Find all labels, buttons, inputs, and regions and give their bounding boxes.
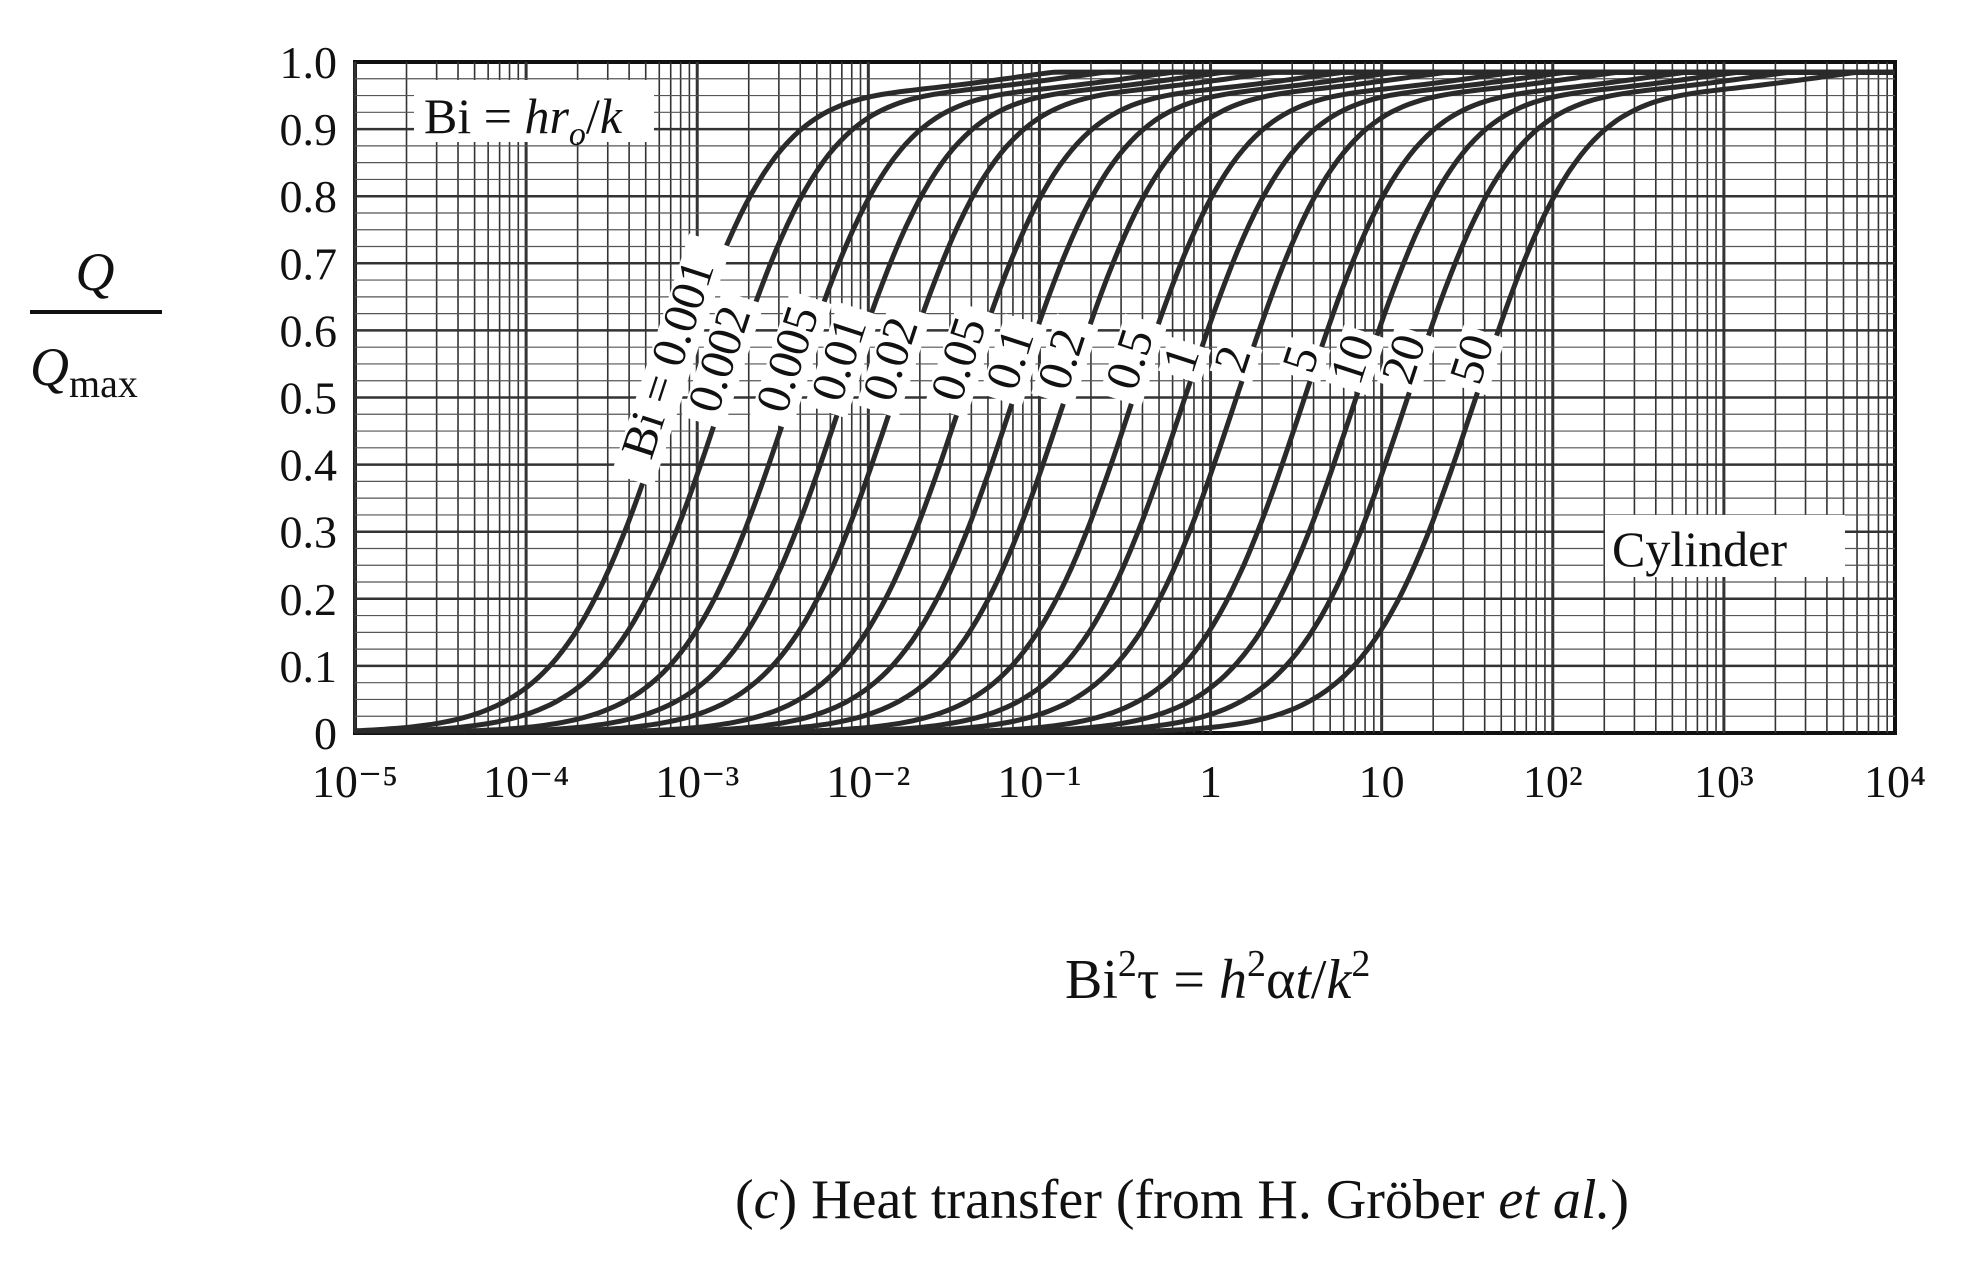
x-tick-label: 1 — [1199, 756, 1222, 807]
y-tick-label: 0.2 — [280, 574, 338, 625]
svg-text:(c) Heat transfer (from H. Grö: (c) Heat transfer (from H. Gröber et al.… — [735, 1169, 1629, 1231]
series-label: 20 — [1371, 324, 1438, 396]
series-label-background — [681, 290, 765, 430]
y-tick-label: 0 — [314, 708, 337, 759]
y-tick-label: 0.9 — [280, 104, 338, 155]
series-label-background — [611, 233, 732, 487]
y-tick-label: 0.4 — [280, 440, 338, 491]
series-label-background — [1099, 313, 1167, 407]
x-tick-label: 10⁻² — [826, 756, 910, 807]
series-label-background — [856, 302, 932, 419]
x-tick-label: 10⁻¹ — [997, 756, 1081, 807]
series-label: 50 — [1439, 324, 1506, 396]
series-label: 10 — [1320, 324, 1386, 396]
series-label-background — [1445, 324, 1506, 396]
x-tick-label: 10⁻³ — [655, 756, 739, 807]
x-tick-label: 10³ — [1694, 756, 1754, 807]
y-tick-label: 0.8 — [280, 171, 338, 222]
series-label-background — [1209, 336, 1263, 385]
svg-text:Bi = hro/k: Bi = hro/k — [424, 88, 623, 153]
series-label-background — [1031, 313, 1099, 407]
x-tick-label: 10⁴ — [1864, 756, 1926, 807]
bi-definition-annotation: Bi = hro/k — [414, 80, 654, 153]
x-tick-label: 10 — [1359, 756, 1405, 807]
series-line — [355, 69, 1895, 734]
x-tick-label: 10² — [1523, 756, 1583, 807]
series-label-background — [1158, 336, 1212, 385]
y-axis-label: Q Qmax — [30, 242, 162, 406]
series-label-background — [924, 302, 1000, 419]
y-tick-label: 0.5 — [280, 373, 338, 424]
x-axis-label: Bi2τ = h2αt/k2 — [1065, 943, 1370, 1011]
y-axis-label-numerator: Q — [76, 242, 115, 302]
svg-text:Cylinder: Cylinder — [1612, 521, 1787, 577]
y-tick-label: 0.6 — [280, 305, 338, 356]
series-label: 0.5 — [1095, 313, 1167, 407]
y-axis-label-denominator: Qmax — [30, 337, 138, 406]
series-label-background — [979, 313, 1048, 407]
y-tick-label: 0.3 — [280, 507, 338, 558]
tick-labels: 0 0.1 0.2 0.3 0.4 0.5 0.6 0.7 0.8 0.9 1.0 10⁻⁵ 10⁻⁴ 1… — [280, 37, 1927, 807]
cylinder-annotation: Cylinder — [1605, 515, 1845, 577]
x-tick-label: 10⁻⁵ — [312, 756, 398, 807]
y-tick-label: 0.1 — [280, 641, 338, 692]
svg-text:Bi2τ = h2αt/k2: Bi2τ = h2αt/k2 — [1065, 943, 1370, 1011]
series-label-background — [1325, 324, 1386, 396]
y-tick-label: 1.0 — [280, 37, 338, 88]
series-label-background — [804, 302, 880, 419]
y-tick-label: 0.7 — [280, 238, 338, 289]
series-label-background — [749, 290, 833, 430]
series-label-background — [1277, 336, 1331, 385]
x-tick-label: 10⁻⁴ — [483, 756, 569, 807]
figure-caption: (c) Heat transfer (from H. Gröber et al.… — [735, 1169, 1629, 1231]
series-label-background — [1376, 324, 1438, 396]
